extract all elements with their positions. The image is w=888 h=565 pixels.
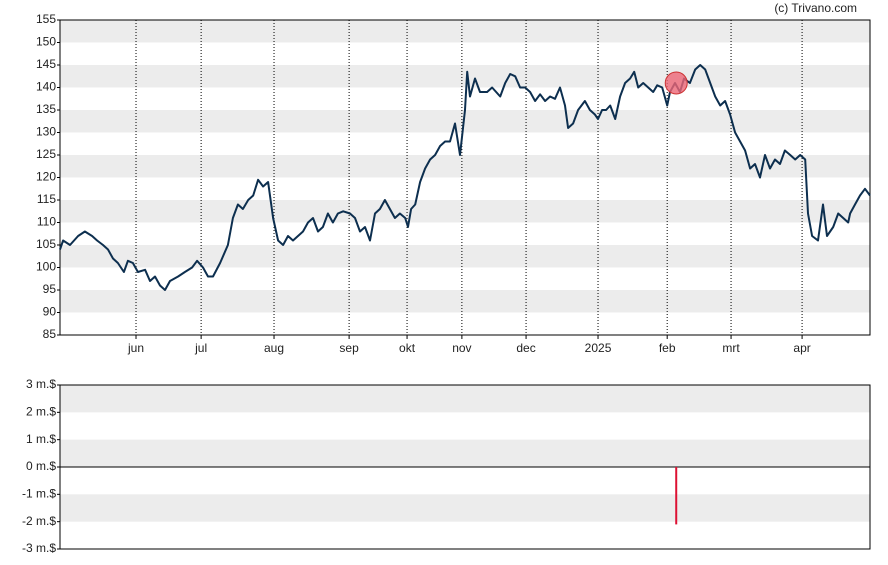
x-tick-label: nov (452, 341, 471, 355)
y-tick-label: 1 m.$ (26, 432, 56, 446)
band (60, 439, 870, 467)
x-tick-label: feb (659, 341, 676, 355)
y-tick-label: 130 (36, 125, 56, 139)
credit: (c) Trivano.com (774, 1, 857, 15)
highlight-marker (664, 71, 688, 95)
x-tick-label: dec (516, 341, 535, 355)
y-tick-label: -3 m.$ (22, 541, 56, 555)
y-tick-label: 140 (36, 80, 56, 94)
y-tick-label: 105 (36, 237, 56, 251)
band (60, 20, 870, 43)
bar (675, 467, 678, 525)
x-tick-label: apr (793, 341, 810, 355)
band (60, 494, 870, 522)
y-tick-label: -1 m.$ (22, 487, 56, 501)
y-tick-label: -2 m.$ (22, 514, 56, 528)
y-tick-label: 2 m.$ (26, 405, 56, 419)
x-tick-label: okt (399, 341, 416, 355)
y-tick-label: 115 (37, 192, 56, 206)
y-tick-label: 90 (43, 305, 57, 319)
plot-frame (59, 384, 871, 550)
x-tick-label: aug (264, 341, 284, 355)
y-tick-label: 135 (36, 102, 56, 116)
y-tick-label: 110 (37, 215, 56, 229)
band (60, 290, 870, 313)
y-tick-label: 150 (36, 35, 56, 49)
x-tick-label: sep (339, 341, 359, 355)
y-tick-label: 155 (36, 12, 56, 26)
y-tick-label: 95 (43, 282, 57, 296)
y-tick-label: 100 (36, 260, 56, 274)
plot-frame (59, 19, 871, 336)
band (60, 245, 870, 268)
band (60, 200, 870, 223)
price-line (59, 64, 871, 291)
band (60, 385, 870, 413)
x-tick-label: jul (194, 341, 207, 355)
y-tick-label: 3 m.$ (26, 377, 56, 391)
y-tick-label: 0 m.$ (26, 459, 56, 473)
y-tick-label: 145 (36, 57, 56, 71)
x-tick-label: jun (127, 341, 144, 355)
band (60, 110, 870, 133)
y-tick-label: 120 (36, 170, 56, 184)
x-tick-label: mrt (722, 341, 740, 355)
band (60, 65, 870, 88)
band (60, 155, 870, 178)
y-tick-label: 85 (43, 327, 57, 341)
x-tick-label: 2025 (585, 341, 612, 355)
y-tick-label: 125 (36, 147, 56, 161)
